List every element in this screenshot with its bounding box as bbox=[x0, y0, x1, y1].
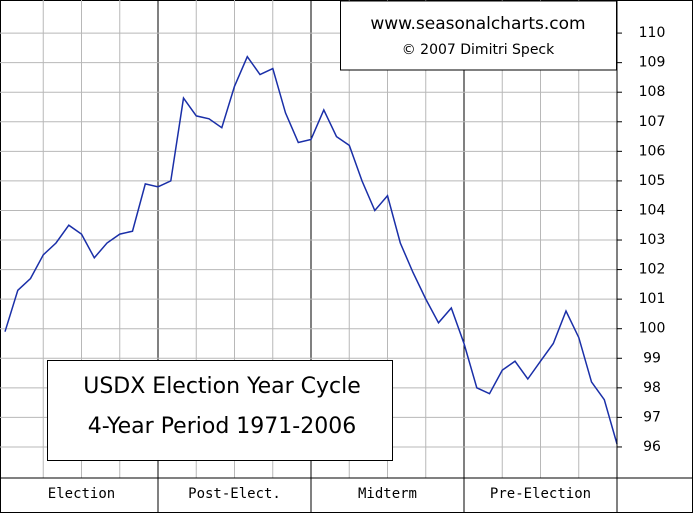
y-tick-label: 96 bbox=[643, 439, 661, 455]
y-tick-label: 104 bbox=[639, 202, 666, 218]
credit-box bbox=[340, 0, 617, 71]
y-tick-label: 106 bbox=[639, 143, 666, 159]
y-tick-label: 99 bbox=[643, 350, 661, 366]
y-tick-label: 102 bbox=[639, 262, 666, 278]
y-tick-label: 103 bbox=[639, 232, 666, 248]
y-tick-label: 107 bbox=[639, 114, 666, 130]
plot bbox=[4, 55, 618, 445]
credit-url: www.seasonalcharts.com bbox=[370, 14, 585, 34]
chart-subtitle: 4-Year Period 1971-2006 bbox=[88, 414, 356, 439]
y-tick-label: 110 bbox=[639, 25, 666, 41]
data-line bbox=[4, 55, 618, 445]
y-tick-label: 97 bbox=[643, 409, 661, 425]
y-tick-label: 100 bbox=[639, 321, 666, 337]
y-tick-label: 98 bbox=[643, 380, 661, 396]
x-period-label: Post-Elect. bbox=[188, 486, 281, 502]
y-tick-label: 108 bbox=[639, 84, 666, 100]
title-box bbox=[47, 360, 393, 461]
y-tick-label: 105 bbox=[639, 173, 666, 189]
y-tick-label: 109 bbox=[639, 55, 666, 71]
y-tick-label: 101 bbox=[639, 291, 666, 307]
chart-title: USDX Election Year Cycle bbox=[83, 374, 361, 399]
credit-author: © 2007 Dimitri Speck bbox=[402, 42, 555, 58]
x-period-label: Election bbox=[48, 486, 115, 502]
x-period-label: Pre-Election bbox=[490, 486, 591, 502]
x-period-label: Midterm bbox=[358, 486, 417, 502]
